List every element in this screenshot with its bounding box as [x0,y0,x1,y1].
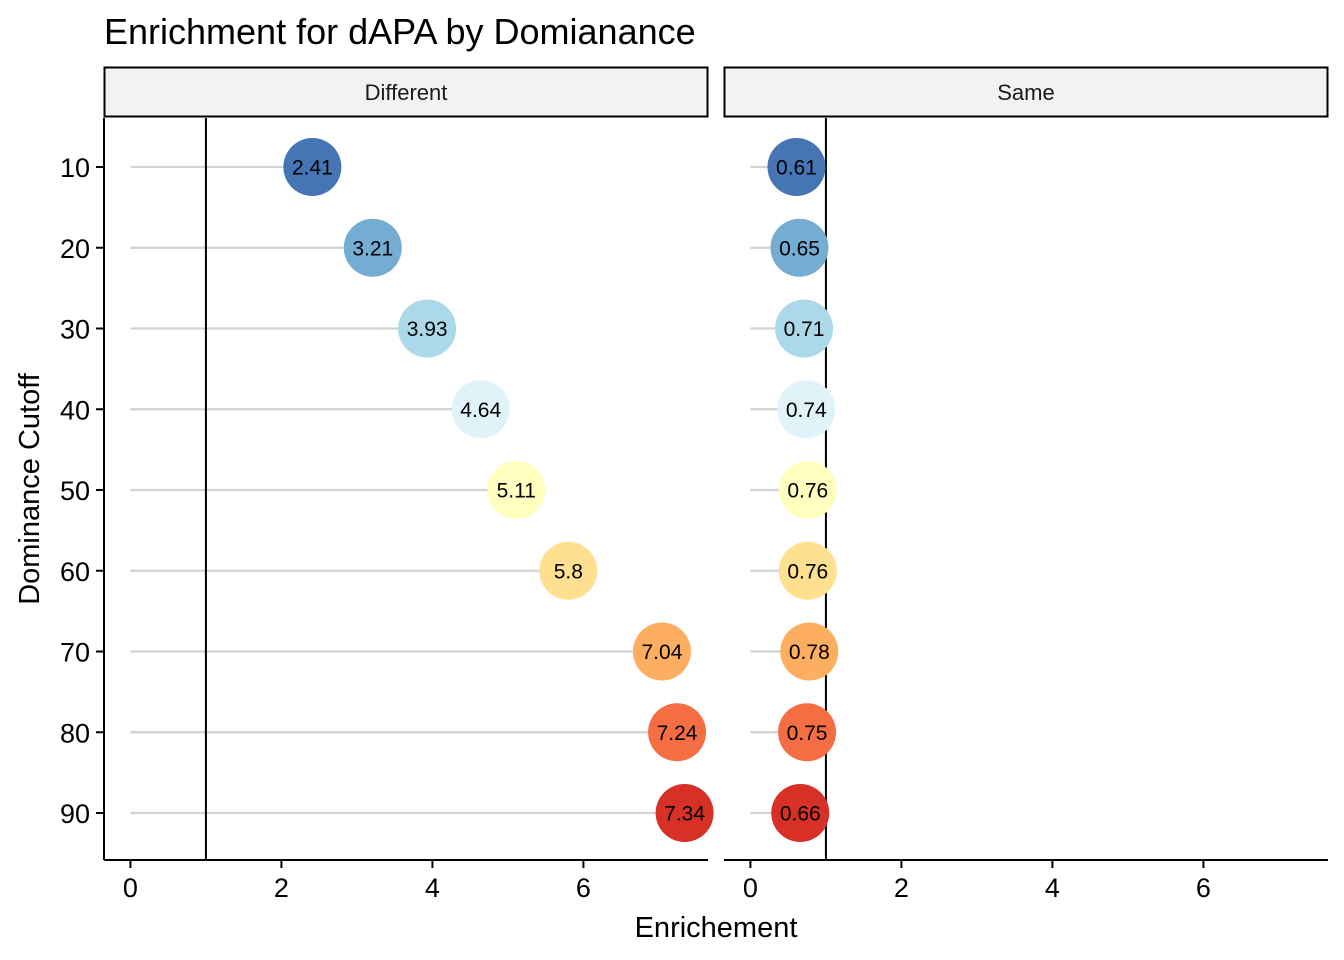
data-label: 7.04 [642,641,683,664]
y-axis-title: Dominance Cutoff [14,372,46,605]
y-tick-label: 90 [60,799,90,829]
data-label: 0.71 [784,318,825,341]
data-label: 0.76 [787,480,828,503]
data-label: 3.21 [352,237,393,260]
y-axis: 10 20 30 40 50 60 70 80 90 [60,118,104,860]
y-tick-label: 40 [60,395,90,425]
x-tick-label: 2 [274,873,289,903]
data-label: 4.64 [460,399,501,422]
x-tick-label: 6 [1196,873,1211,903]
data-label: 5.8 [554,560,583,583]
data-label: 0.74 [786,399,827,422]
y-tick-label: 30 [60,315,90,345]
x-tick-label: 4 [425,873,440,903]
facets-layer: Different 2.41 3.21 3.93 4.64 5.11 5.8 7.04 7.24… [104,68,1328,904]
data-label: 0.78 [789,641,830,664]
data-label: 3.93 [407,318,448,341]
data-label: 0.65 [779,237,820,260]
y-tick-label: 70 [60,638,90,668]
y-tick-label: 50 [60,476,90,506]
data-label: 5.11 [497,480,536,503]
data-label: 2.41 [292,157,333,180]
x-tick-label: 4 [1045,873,1060,903]
x-axis-title: Enrichement [635,912,798,944]
chart-title: Enrichment for dAPA by Domianance [104,11,696,52]
facet-strip-label: Same [997,80,1054,105]
y-tick-label: 60 [60,557,90,587]
data-label: 7.24 [657,722,698,745]
x-tick-label: 0 [123,873,138,903]
facet-panel-same: Same 0.61 0.65 0.71 0.74 0.76 0.76 0.78 0.75 0.66… [724,68,1328,904]
x-tick-label: 0 [743,873,758,903]
data-label: 0.75 [787,722,828,745]
y-tick-label: 20 [60,234,90,264]
data-label: 0.76 [787,560,828,583]
facet-strip-label: Different [365,80,448,105]
x-tick-label: 6 [576,873,591,903]
y-tick-label: 10 [60,153,90,183]
data-label: 7.34 [664,803,705,826]
data-label: 0.61 [776,157,817,180]
y-tick-label: 80 [60,718,90,748]
x-tick-label: 2 [894,873,909,903]
data-label: 0.66 [780,803,821,826]
facet-panel-different: Different 2.41 3.21 3.93 4.64 5.11 5.8 7.04 7.24… [104,68,714,904]
